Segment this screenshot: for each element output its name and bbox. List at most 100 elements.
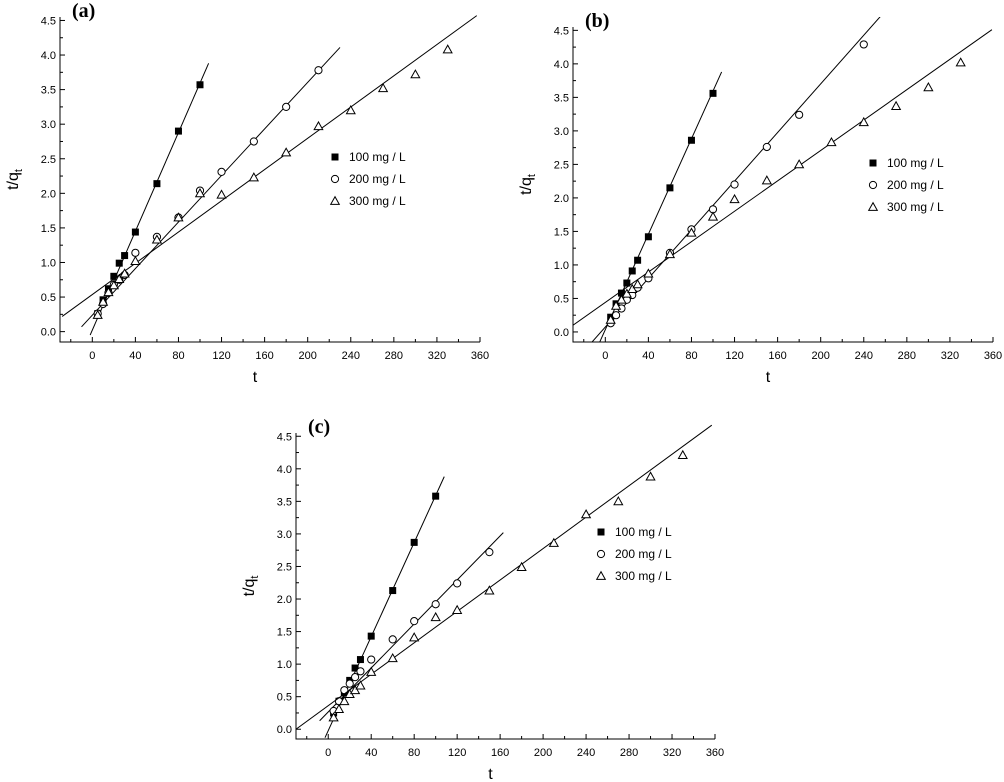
x-tick-label: 160 [255,350,273,362]
data-point-triangle [548,537,559,547]
data-point-circle [345,679,354,688]
x-tick-label: 240 [342,350,360,362]
legend-item-square: 100 mg / L [597,525,672,539]
y-tick-label: 4.0 [41,50,56,62]
data-point-square [687,136,695,144]
x-tick-label: 200 [812,350,830,362]
x-tick-label: 320 [941,350,959,362]
y-tick-label: 4.0 [554,59,569,71]
data-point-triangle [442,44,453,54]
data-point-circle [859,40,868,49]
data-point-triangle [858,116,869,127]
data-point-triangle [339,695,350,706]
panel-label-b: (b) [585,10,609,32]
data-point-triangle [92,309,103,319]
y-tick-label: 4.0 [277,464,292,476]
y-tick-label: 1.5 [277,627,292,639]
legend-label: 100 mg / L [615,525,672,539]
y-tick-label: 2.5 [277,561,292,573]
y-tick-label: 2.0 [277,594,292,606]
data-point-triangle [377,82,389,93]
x-axis-title: t [253,369,258,386]
data-point-square [634,256,642,264]
data-point-triangle [409,632,420,642]
data-point-triangle [516,561,527,572]
series-circle-c [319,532,504,722]
data-point-triangle [826,136,837,147]
x-tick-label: 280 [898,350,916,362]
y-tick-label: 1.0 [554,260,569,272]
data-point-triangle [173,212,184,222]
x-tick-label: 80 [172,350,184,362]
y-tick-label: 2.0 [41,188,56,200]
legend-marker-square [331,153,339,161]
data-point-triangle [387,652,398,663]
legend-label: 300 mg / L [615,569,672,583]
y-tick-label: 4.5 [554,25,569,37]
y-tick-label: 0.0 [554,327,569,339]
x-tick-label: 240 [577,747,595,759]
data-point-circle [795,110,804,119]
data-point-circle [350,673,360,682]
data-point-triangle [194,188,206,198]
legend-item-circle: 200 mg / L [596,547,672,561]
data-point-triangle [955,57,966,67]
data-point-circle [762,142,771,152]
data-point-triangle [313,120,324,131]
data-point-triangle [484,585,495,595]
x-tick-label: 80 [685,350,697,362]
legend-label: 300 mg / L [349,194,406,208]
data-point-circle [217,167,226,176]
y-tick-label: 2.0 [554,193,569,205]
data-point-triangle [729,193,740,204]
x-tick-label: 280 [620,747,638,759]
data-point-square [153,180,161,188]
legend-label: 100 mg / L [887,156,944,170]
x-tick-label: 120 [725,350,743,362]
legend-marker-square [869,159,877,167]
y-tick-label: 2.5 [41,154,56,166]
data-point-triangle [366,666,377,676]
panel-label-c: (c) [308,416,330,438]
data-point-triangle [580,509,592,519]
data-point-triangle [333,703,345,713]
chart-panel-a: 0 40 80 120 160 200 240 280 320 360 0.0 0.5 1.0 1.5 2.… [5,0,489,386]
data-point-triangle [349,684,361,695]
data-point-circle [131,248,140,257]
fit-line-circle [81,47,341,328]
y-tick-label: 2.5 [554,159,569,171]
data-point-triangle [627,283,638,293]
axes-c [295,433,715,740]
y-tick-label: 3.0 [41,119,56,131]
legend-marker-triangle [867,201,879,211]
data-point-triangle [452,604,463,614]
legend-label: 200 mg / L [615,547,672,561]
legend-marker-circle [330,174,340,184]
data-point-triangle [621,288,632,298]
data-point-square [115,259,123,267]
y-tick-label: 1.0 [277,659,292,671]
y-tick-label: 0.0 [41,327,56,339]
data-point-triangle [605,314,616,324]
x-tick-label: 0 [602,350,608,362]
series-triangle-a [61,15,478,319]
data-point-square [131,228,139,236]
data-point-square [666,184,674,192]
y-tick-label: 4.5 [277,431,292,443]
legend-label: 200 mg / L [349,172,406,186]
data-point-circle [340,686,349,695]
svg-text:t/qt: t/qt [518,174,538,195]
data-point-triangle [890,100,902,110]
x-axis-title: t [488,766,493,782]
y-tick-label: 0.0 [277,724,292,736]
data-point-triangle [794,159,805,169]
svg-text:t/qt: t/qt [5,169,25,190]
x-tick-label: 320 [663,747,681,759]
data-point-triangle [248,172,259,182]
data-point-triangle [355,680,366,690]
x-tick-label: 200 [534,747,552,759]
data-point-triangle [281,147,292,157]
data-point-square [617,289,625,297]
data-point-triangle [761,175,772,185]
series-circle-b [591,17,881,342]
